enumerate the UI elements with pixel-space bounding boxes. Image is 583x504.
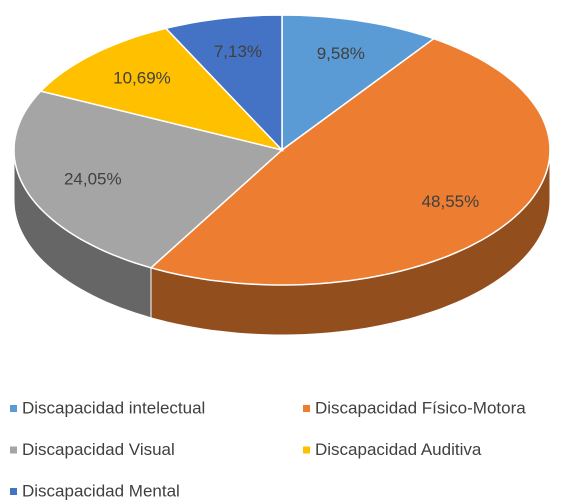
- legend-swatch: [10, 405, 17, 412]
- legend-swatch: [10, 446, 17, 454]
- data-label: 48,55%: [422, 192, 480, 211]
- legend-label: Discapacidad Mental: [22, 481, 180, 500]
- pie-slice: [13, 90, 284, 269]
- pie-slice: [39, 27, 285, 152]
- pie-slice: [164, 14, 283, 152]
- data-label: 24,05%: [64, 169, 122, 188]
- legend-label: Discapacidad Auditiva: [315, 440, 482, 459]
- pie-slice: [149, 37, 551, 286]
- pie-slice: [281, 14, 436, 152]
- data-label: 10,69%: [113, 69, 171, 88]
- legend-label: Discapacidad Físico-Motora: [315, 398, 526, 417]
- legend-swatch: [303, 446, 310, 454]
- data-label: 7,13%: [214, 42, 262, 61]
- legend-swatch: [303, 405, 310, 412]
- legend-label: Discapacidad Visual: [22, 440, 175, 459]
- data-label: 9,58%: [317, 44, 365, 63]
- legend-label: Discapacidad intelectual: [22, 398, 205, 417]
- legend-swatch: [10, 488, 17, 495]
